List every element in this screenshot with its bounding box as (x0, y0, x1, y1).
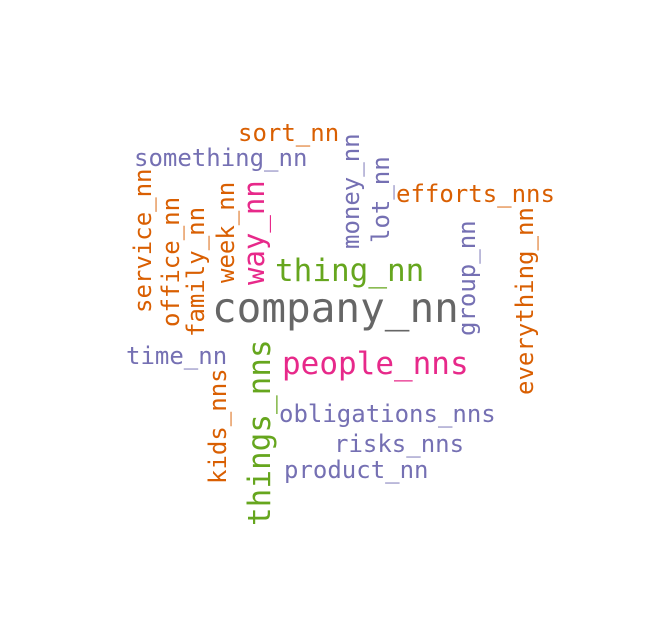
word-kids: kids_nns (204, 368, 232, 484)
word-time: time_nn (126, 342, 228, 370)
word-product: product_nn (284, 456, 429, 484)
word-office: office_nn (157, 196, 185, 327)
word-group: group_nn (453, 220, 481, 336)
word-sort: sort_nn (238, 119, 340, 147)
word-way: way_nn (237, 180, 271, 285)
word-things: things_nns (242, 339, 278, 526)
word-thing: thing_nn (275, 253, 425, 289)
word-everything: everything_nn (511, 207, 539, 395)
word-family: family_nn (182, 206, 210, 337)
word-efforts: efforts_nns (396, 180, 555, 208)
word-service: service_nn (129, 168, 157, 314)
word-obligations: obligations_nns (279, 400, 496, 428)
word-people: people_nns (282, 346, 469, 382)
word-company: company_nn (212, 284, 459, 332)
word-risks: risks_nns (334, 430, 465, 458)
word-something: something_nn (134, 144, 308, 172)
word-week: week_nn (212, 181, 240, 283)
word-lot: lot_nn (367, 156, 395, 243)
word-money: money_nn (337, 133, 365, 249)
